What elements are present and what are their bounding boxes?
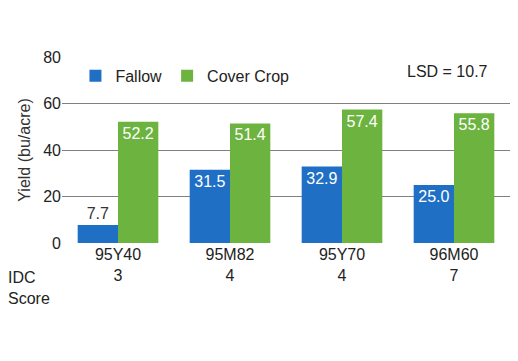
svg-text:7.7: 7.7: [87, 205, 109, 222]
svg-text:31.5: 31.5: [194, 173, 225, 190]
svg-text:80: 80: [43, 49, 61, 66]
svg-text:57.4: 57.4: [347, 113, 378, 130]
svg-text:LSD = 10.7: LSD = 10.7: [407, 63, 488, 80]
svg-text:32.9: 32.9: [306, 170, 337, 187]
svg-text:Cover Crop: Cover Crop: [207, 68, 289, 85]
svg-text:IDCScore: IDCScore: [8, 269, 50, 307]
svg-text:60: 60: [43, 95, 61, 112]
svg-text:Yield (bu/acre): Yield (bu/acre): [16, 98, 33, 201]
svg-text:0: 0: [52, 235, 61, 252]
svg-text:52.2: 52.2: [123, 125, 154, 142]
svg-text:95Y704: 95Y704: [319, 246, 365, 284]
svg-text:25.0: 25.0: [418, 188, 449, 205]
svg-text:95Y403: 95Y403: [95, 246, 141, 284]
svg-text:55.8: 55.8: [459, 116, 490, 133]
svg-text:Fallow: Fallow: [115, 68, 162, 85]
svg-text:96M607: 96M607: [430, 246, 479, 284]
svg-text:40: 40: [43, 142, 61, 159]
svg-text:95M824: 95M824: [206, 246, 255, 284]
svg-text:20: 20: [43, 188, 61, 205]
svg-text:51.4: 51.4: [235, 126, 266, 143]
